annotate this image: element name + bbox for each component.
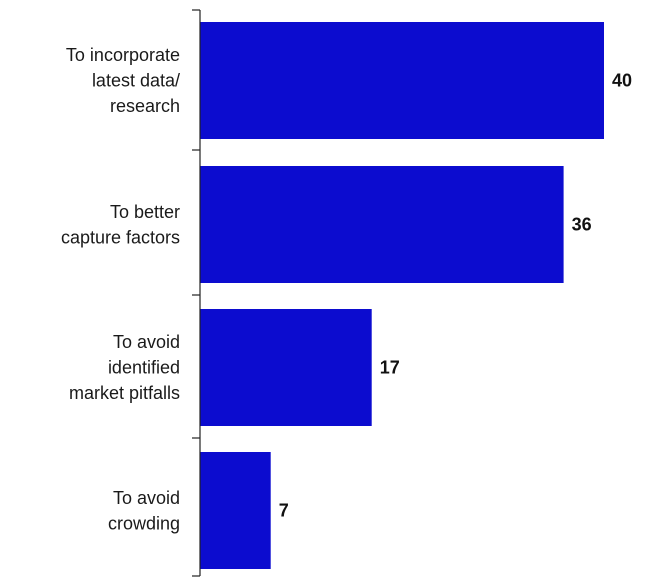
category-label-1: To better capture factors — [61, 202, 180, 248]
category-label-line: research — [110, 96, 180, 116]
bar-3 — [200, 452, 271, 569]
value-labels: 40 36 17 7 — [279, 71, 632, 521]
category-label-0: To incorporate latest data/research — [66, 45, 180, 116]
category-label-line: latest data/ — [92, 71, 180, 91]
bar-1 — [200, 166, 564, 283]
bar-2 — [200, 309, 372, 426]
bars-layer — [200, 22, 604, 569]
value-label-2: 17 — [380, 358, 400, 378]
y-axis — [192, 9, 201, 577]
category-label-line: To avoid — [113, 488, 180, 508]
category-label-line: capture factors — [61, 227, 180, 247]
category-label-line: market pitfalls — [69, 383, 180, 403]
category-label-3: To avoid crowding — [108, 488, 180, 534]
category-label-line: To better — [110, 202, 180, 222]
value-label-0: 40 — [612, 71, 632, 91]
category-label-line: To avoid — [113, 332, 180, 352]
category-labels: To incorporate latest data/research To bet… — [61, 45, 180, 533]
category-label-line: identified — [108, 358, 180, 378]
category-label-line: crowding — [108, 513, 180, 533]
category-label-line: To incorporate — [66, 45, 180, 65]
category-label-2: To avoid identified market pitfalls — [69, 332, 180, 403]
bar-0 — [200, 22, 604, 139]
value-label-1: 36 — [572, 215, 592, 235]
value-label-3: 7 — [279, 501, 289, 521]
